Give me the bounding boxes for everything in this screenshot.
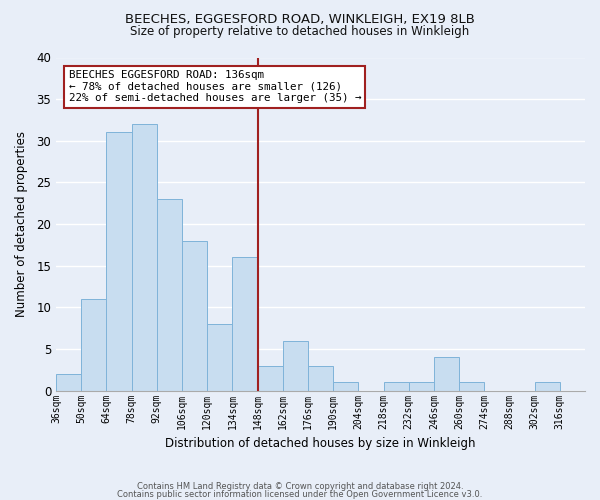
Text: Contains HM Land Registry data © Crown copyright and database right 2024.: Contains HM Land Registry data © Crown c… bbox=[137, 482, 463, 491]
X-axis label: Distribution of detached houses by size in Winkleigh: Distribution of detached houses by size … bbox=[165, 437, 476, 450]
Bar bbox=[56, 374, 81, 390]
Bar bbox=[207, 324, 232, 390]
Bar bbox=[106, 132, 131, 390]
Bar bbox=[257, 366, 283, 390]
Text: BEECHES EGGESFORD ROAD: 136sqm
← 78% of detached houses are smaller (126)
22% of: BEECHES EGGESFORD ROAD: 136sqm ← 78% of … bbox=[68, 70, 361, 103]
Y-axis label: Number of detached properties: Number of detached properties bbox=[15, 131, 28, 317]
Bar bbox=[157, 199, 182, 390]
Text: Size of property relative to detached houses in Winkleigh: Size of property relative to detached ho… bbox=[130, 25, 470, 38]
Bar bbox=[283, 340, 308, 390]
Text: Contains public sector information licensed under the Open Government Licence v3: Contains public sector information licen… bbox=[118, 490, 482, 499]
Bar bbox=[383, 382, 409, 390]
Bar bbox=[459, 382, 484, 390]
Bar bbox=[308, 366, 333, 390]
Bar bbox=[232, 258, 257, 390]
Text: BEECHES, EGGESFORD ROAD, WINKLEIGH, EX19 8LB: BEECHES, EGGESFORD ROAD, WINKLEIGH, EX19… bbox=[125, 12, 475, 26]
Bar bbox=[409, 382, 434, 390]
Bar bbox=[434, 358, 459, 390]
Bar bbox=[182, 240, 207, 390]
Bar bbox=[81, 299, 106, 390]
Bar bbox=[333, 382, 358, 390]
Bar bbox=[131, 124, 157, 390]
Bar bbox=[535, 382, 560, 390]
